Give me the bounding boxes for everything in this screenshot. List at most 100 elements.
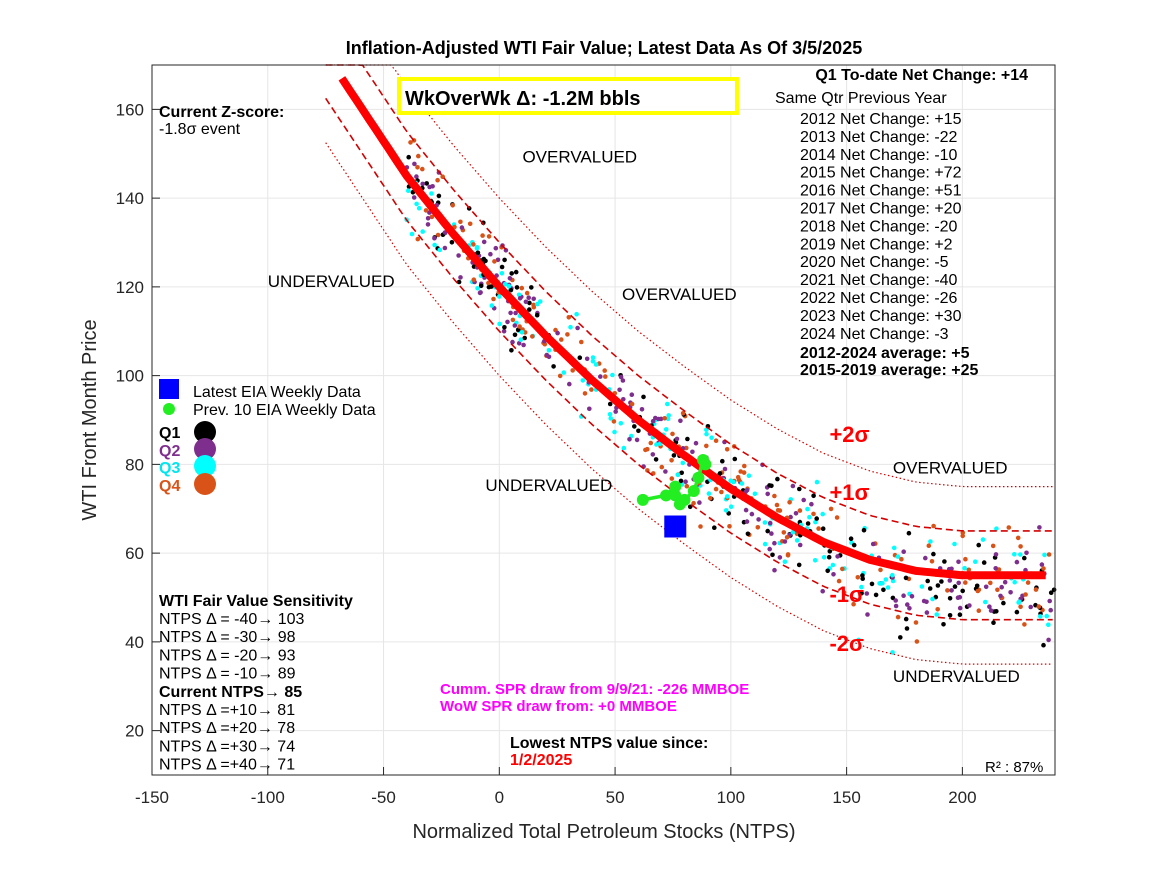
- data-point: [505, 319, 510, 325]
- net-change-item: 2017 Net Change: +20: [800, 201, 962, 218]
- data-point: [947, 613, 953, 618]
- data-point: [952, 541, 957, 547]
- data-point: [1018, 544, 1023, 549]
- data-point: [1012, 579, 1017, 585]
- net-change-subtitle: Same Qtr Previous Year: [775, 90, 947, 107]
- data-point: [962, 565, 967, 571]
- data-point: [1017, 599, 1022, 605]
- data-point: [930, 596, 935, 602]
- x-tick-label: -50: [371, 788, 396, 807]
- data-point: [782, 539, 788, 544]
- data-point: [713, 486, 719, 492]
- data-point: [675, 472, 681, 478]
- zone-label: UNDERVALUED: [485, 476, 612, 495]
- data-point: [890, 650, 895, 655]
- lowest-date: 1/2/2025: [510, 752, 572, 769]
- plot-area: [152, 65, 1055, 775]
- data-point: [981, 560, 987, 565]
- data-point: [816, 526, 821, 531]
- data-point: [835, 554, 840, 559]
- data-point: [574, 311, 579, 317]
- data-point: [851, 601, 856, 607]
- data-point: [988, 608, 994, 613]
- data-point: [435, 232, 441, 238]
- legend-q1-marker: [194, 421, 216, 443]
- data-point: [658, 416, 664, 422]
- data-point: [924, 610, 930, 615]
- data-point: [812, 558, 818, 563]
- data-point: [860, 576, 865, 581]
- latest-point: [664, 515, 687, 538]
- data-point: [893, 598, 898, 603]
- data-point: [618, 421, 624, 426]
- data-point: [557, 373, 563, 379]
- data-point: [891, 545, 897, 551]
- data-point: [957, 605, 963, 611]
- net-change-item: 2021 Net Change: -40: [800, 272, 958, 289]
- data-point: [580, 378, 586, 383]
- data-point: [420, 181, 426, 187]
- data-point: [949, 566, 954, 572]
- data-point: [684, 483, 690, 489]
- sensitivity-item: NTPS Δ =+20→ 78: [159, 720, 295, 737]
- data-point: [690, 449, 695, 455]
- x-axis-label: Normalized Total Petroleum Stocks (NTPS): [412, 821, 795, 843]
- spr-cumm: Cumm. SPR draw from 9/9/21: -226 MMBOE: [440, 681, 749, 698]
- data-point: [744, 488, 750, 493]
- data-point: [745, 531, 751, 537]
- data-point: [1039, 562, 1045, 567]
- spr-wow: WoW SPR draw from: +0 MMBOE: [440, 698, 677, 715]
- data-point: [856, 637, 861, 643]
- prev10-point: [669, 489, 682, 502]
- data-point: [704, 431, 709, 437]
- data-point: [414, 201, 419, 207]
- data-point: [952, 584, 958, 589]
- data-point: [772, 567, 777, 573]
- data-point: [929, 559, 935, 564]
- data-point: [1046, 637, 1051, 643]
- data-point: [507, 276, 513, 281]
- x-tick-label: 150: [832, 788, 860, 807]
- data-point: [935, 607, 940, 612]
- data-point: [945, 588, 950, 593]
- data-point: [530, 334, 535, 339]
- x-tick-label: -100: [251, 788, 285, 807]
- data-point: [956, 559, 961, 565]
- data-point: [926, 543, 932, 548]
- data-point: [991, 620, 996, 625]
- data-point: [925, 578, 930, 584]
- sigma-label: -2σ: [829, 631, 864, 656]
- data-point: [458, 275, 463, 280]
- data-point: [680, 460, 686, 466]
- data-point: [531, 296, 536, 302]
- net-change-item: 2015 Net Change: +72: [800, 165, 962, 182]
- data-point: [590, 358, 596, 364]
- data-point: [1044, 613, 1049, 619]
- data-point: [508, 287, 514, 293]
- prev10-point: [687, 485, 700, 497]
- data-point: [813, 519, 818, 525]
- data-point: [685, 436, 690, 442]
- data-point: [870, 541, 876, 547]
- data-point: [723, 508, 729, 513]
- data-point: [859, 584, 864, 590]
- data-point: [509, 271, 514, 276]
- data-point: [489, 303, 495, 308]
- legend-q1-label: Q1: [159, 425, 180, 442]
- sigma-bands: [325, 64, 1053, 665]
- legend-prev10-marker: [163, 403, 175, 415]
- sigma-label: -1σ: [829, 582, 864, 607]
- data-point: [727, 524, 732, 529]
- data-point: [820, 588, 825, 594]
- data-point: [424, 181, 430, 186]
- data-point: [805, 506, 810, 512]
- data-point: [427, 184, 432, 190]
- data-point: [670, 431, 675, 437]
- data-point: [878, 567, 883, 573]
- data-point: [665, 416, 671, 422]
- data-point: [744, 519, 750, 524]
- data-point: [409, 231, 415, 237]
- data-point: [516, 341, 522, 346]
- data-point: [611, 419, 617, 424]
- data-point: [769, 531, 774, 536]
